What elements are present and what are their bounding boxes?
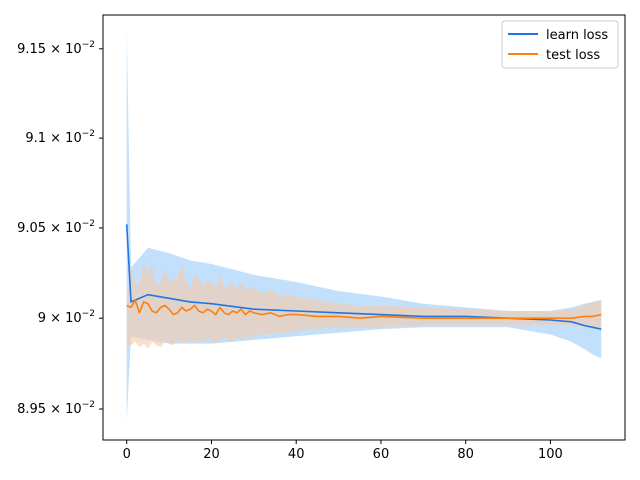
x-tick-label: 80	[457, 447, 474, 462]
legend-label-learn-loss: learn loss	[546, 28, 608, 43]
confidence-bands	[126, 27, 602, 422]
legend-label-test-loss: test loss	[546, 48, 600, 63]
line-learn-loss	[125, 224, 602, 330]
line-test-loss	[126, 299, 602, 320]
x-axis-ticks: 0 20 40 60 80 100	[123, 440, 563, 462]
x-tick-label: 60	[373, 447, 390, 462]
series-lines	[125, 224, 602, 330]
x-tick-label: 0	[123, 447, 131, 462]
x-tick-label: 20	[203, 447, 220, 462]
y-tick-label: 9 × 10−2	[38, 309, 95, 326]
legend-box	[501, 20, 619, 69]
y-tick-label: 9.05 × 10−2	[17, 219, 95, 236]
y-axis-ticks: 8.95 × 10−2 9 × 10−2 9.05 × 10−2 9.1 × 10−2…	[17, 40, 103, 417]
y-tick-label: 9.1 × 10−2	[25, 129, 95, 146]
band-test-loss	[126, 260, 602, 349]
x-tick-label: 100	[538, 447, 563, 462]
y-tick-label: 9.15 × 10−2	[17, 40, 95, 57]
y-tick-label: 8.95 × 10−2	[17, 400, 95, 417]
legend: learn loss test loss	[501, 20, 619, 69]
x-tick-label: 40	[288, 447, 305, 462]
